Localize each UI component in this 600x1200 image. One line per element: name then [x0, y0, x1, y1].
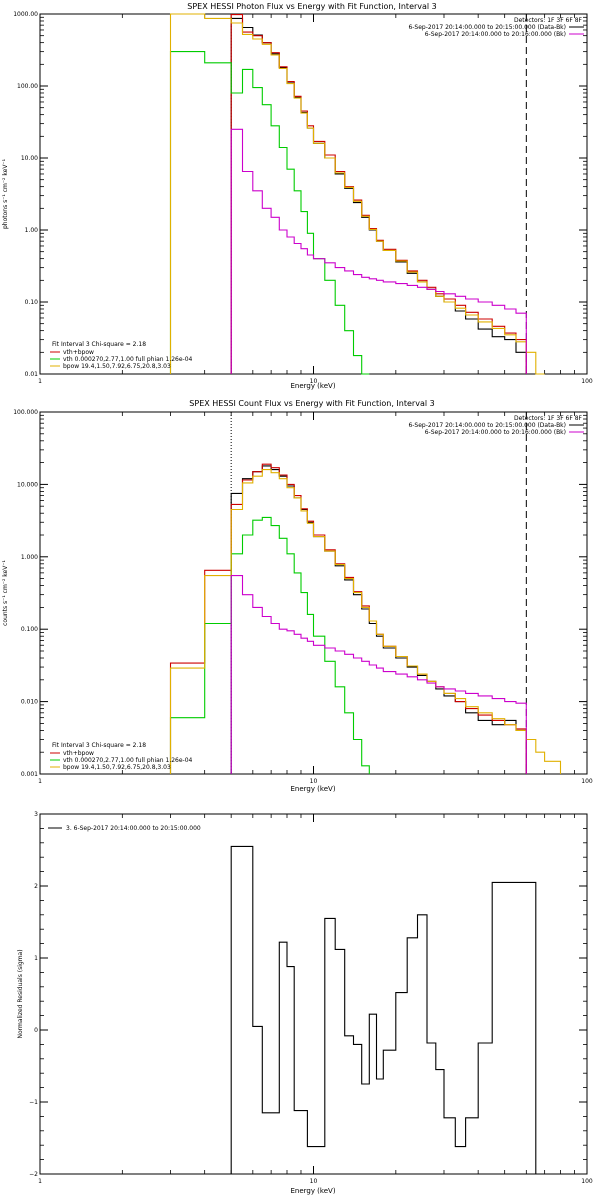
count-flux-ylabel: counts s⁻¹ cm⁻² keV⁻¹ [2, 560, 9, 626]
count-flux-series-background [230, 575, 527, 774]
count-flux-panel: SPEX HESSI Count Flux vs Energy with Fit… [2, 399, 593, 793]
photon-flux-ytick-label: 10.00 [21, 155, 38, 162]
count-flux-ytick-label: 0.100 [21, 626, 38, 633]
photon-flux-series-background [230, 128, 527, 374]
photon-flux-series-bpow [169, 13, 545, 375]
photon-flux-ytick-label: 0.01 [25, 371, 39, 378]
count-flux-legend-bk-label: 6-Sep-2017 20:14:00.000 to 20:16:00.000 … [425, 429, 566, 436]
residuals-legend: 3. 6-Sep-2017 20:14:00.000 to 20:15:00.0… [48, 825, 201, 832]
photon-flux-series-vth [169, 51, 370, 375]
photon-flux-title: SPEX HESSI Photon Flux vs Energy with Fi… [187, 2, 437, 11]
photon-flux-xtick-label: 1 [38, 378, 42, 385]
residuals-axes: 1 10 100 −2 −1 0 1 2 3 [29, 811, 593, 1185]
count-flux-ytick-label: 10.000 [17, 481, 38, 488]
photon-flux-ytick-label: 1000.00 [13, 11, 38, 18]
photon-flux-legend-bpow-label: bpow 19.4,1.50,7.92,6.75,20.8,3.03 [63, 363, 171, 370]
count-flux-series [169, 412, 562, 774]
count-flux-legend-bpow-label: bpow 19.4,1.50,7.92,6.75,20.8,3.03 [63, 764, 171, 771]
count-flux-series-bpow [169, 469, 562, 774]
photon-flux-xtick-label: 10 [310, 378, 318, 385]
photon-flux-ytick-label: 0.10 [25, 299, 39, 306]
photon-flux-legend-detectors: Detectors: 1F 3F 6F 8F [514, 17, 583, 24]
count-flux-series-vth [169, 516, 370, 774]
residuals-legend-label: 3. 6-Sep-2017 20:14:00.000 to 20:15:00.0… [66, 825, 201, 832]
residuals-ytick-label: 1 [34, 955, 38, 962]
photon-flux-ylabel: photons s⁻¹ cm⁻² keV⁻¹ [2, 158, 9, 229]
count-flux-legend-bottom: Fit Interval 3 Chi-square = 2.18 vth+bpo… [50, 742, 193, 771]
residuals-ytick-label: 3 [34, 811, 38, 818]
photon-flux-legend-total-label: vth+bpow [63, 349, 94, 356]
residuals-ytick-label: 2 [34, 883, 38, 890]
photon-flux-series-data [230, 17, 527, 374]
count-flux-axes: 1 10 100 0.001 0.010 0.100 1.000 10.000 100.000 [13, 409, 593, 785]
count-flux-legend-fit-header: Fit Interval 3 Chi-square = 2.18 [52, 742, 146, 749]
residuals-ytick-label: −2 [29, 1171, 38, 1178]
residuals-xtick-label: 10 [310, 1178, 318, 1185]
residuals-plot-frame [39, 813, 588, 1175]
photon-flux-axes: 1 10 100 0.01 0.10 1.00 10.00 100.00 1000.00 [13, 11, 593, 385]
count-flux-xtick-label: 1 [38, 778, 42, 785]
photon-flux-legend-data-label: 6-Sep-2017 20:14:00.000 to 20:15:00.000 … [408, 24, 566, 31]
residuals-series-residuals [230, 845, 537, 1174]
count-flux-xtick-label: 10 [310, 778, 318, 785]
photon-flux-legend-fit-header: Fit Interval 3 Chi-square = 2.18 [52, 341, 146, 348]
count-flux-series-data [230, 465, 527, 774]
count-flux-legend-top: Detectors: 1F 3F 6F 8F 6-Sep-2017 20:14:… [408, 415, 584, 436]
residuals-xlabel: Energy (keV) [290, 1187, 335, 1195]
count-flux-ytick-label: 1.000 [21, 554, 38, 561]
photon-flux-legend-vth-label: vth 0.000270,2.77,1.00 full phian 1.26e-… [63, 356, 193, 363]
photon-flux-ytick-label: 100.00 [17, 83, 38, 90]
count-flux-legend-data-label: 6-Sep-2017 20:14:00.000 to 20:15:00.000 … [408, 422, 566, 429]
count-flux-series-total_fit [169, 463, 527, 774]
photon-flux-legend-bottom: Fit Interval 3 Chi-square = 2.18 vth+bpo… [50, 341, 193, 370]
photon-flux-panel: SPEX HESSI Photon Flux vs Energy with Fi… [2, 2, 593, 390]
residuals-series [230, 845, 537, 1174]
photon-flux-legend-top: Detectors: 1F 3F 6F 8F 6-Sep-2017 20:14:… [408, 17, 584, 38]
photon-flux-legend-bk-label: 6-Sep-2017 20:14:00.000 to 20:16:00.000 … [425, 31, 566, 38]
count-flux-legend-total-label: vth+bpow [63, 750, 94, 757]
residuals-ytick-label: 0 [34, 1027, 38, 1034]
photon-flux-ytick-label: 1.00 [25, 227, 39, 234]
photon-flux-xtick-label: 100 [581, 378, 593, 385]
photon-flux-series [169, 13, 545, 375]
count-flux-ytick-label: 0.001 [21, 771, 38, 778]
residuals-ytick-label: −1 [29, 1099, 38, 1106]
photon-flux-plot-frame [39, 13, 588, 375]
count-flux-xtick-label: 100 [581, 778, 593, 785]
count-flux-ytick-label: 100.000 [13, 409, 38, 416]
count-flux-ytick-label: 0.010 [21, 699, 38, 706]
residuals-panel: 1 10 100 −2 −1 0 1 2 3 Energy (keV) Normalized R… [17, 811, 593, 1195]
photon-flux-xlabel: Energy (keV) [290, 382, 335, 390]
count-flux-xlabel: Energy (keV) [290, 785, 335, 793]
residuals-xtick-label: 100 [581, 1178, 593, 1185]
count-flux-legend-vth-label: vth 0.000270,2.77,1.00 full phian 1.26e-… [63, 757, 193, 764]
count-flux-legend-detectors: Detectors: 1F 3F 6F 8F [514, 415, 583, 422]
count-flux-title: SPEX HESSI Count Flux vs Energy with Fit… [189, 399, 434, 408]
residuals-xtick-label: 1 [38, 1178, 42, 1185]
photon-flux-series-total_fit [230, 14, 527, 374]
residuals-ylabel: Normalized Residuals (sigma) [17, 949, 24, 1038]
